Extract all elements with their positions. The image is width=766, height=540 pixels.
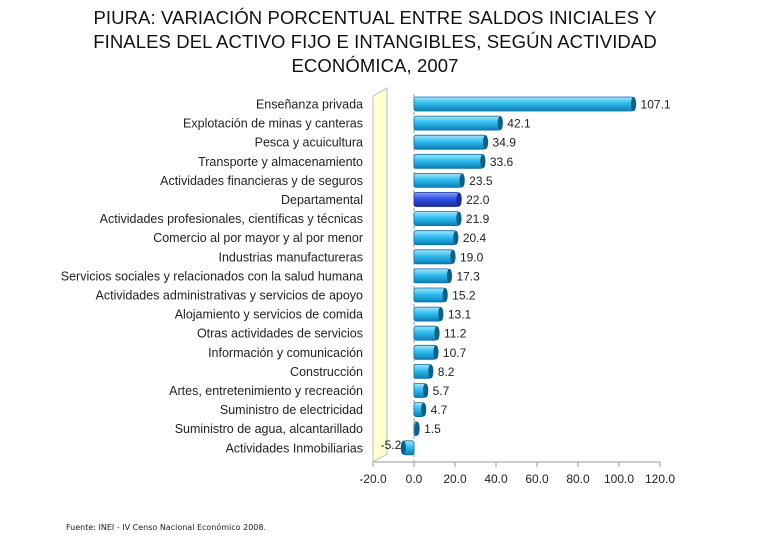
category-label: Departamental	[281, 193, 363, 207]
category-label: Explotación de minas y canteras	[183, 117, 363, 131]
bar	[413, 96, 634, 112]
chart-title: PIURA: VARIACIÓN PORCENTUAL ENTRE SALDOS…	[20, 6, 730, 78]
value-label: 11.2	[444, 327, 467, 341]
x-tick-label: 100.0	[604, 472, 634, 486]
bar	[413, 306, 442, 322]
bar-end-cap	[421, 402, 427, 417]
value-label: 19.0	[460, 250, 484, 264]
bar-end-cap	[428, 364, 434, 379]
bar	[413, 230, 457, 246]
bar	[413, 172, 463, 188]
bar-end-cap	[459, 173, 465, 188]
chart-side-wall	[372, 87, 388, 463]
x-tick-label: -20.0	[359, 472, 387, 486]
bar-end-cap	[414, 421, 420, 436]
chart-title-line-2: FINALES DEL ACTIVO FIJO E INTANGIBLES, S…	[93, 31, 657, 52]
bar-end-cap	[480, 154, 486, 169]
bar	[413, 268, 450, 284]
bar	[413, 115, 501, 131]
bar	[413, 325, 438, 341]
bar-end-cap	[630, 97, 637, 111]
category-label: Construcción	[290, 365, 363, 379]
category-label: Otras actividades de servicios	[197, 327, 363, 341]
category-label: Artes, entretenimiento y recreación	[169, 384, 363, 398]
x-axis: -20.0 0.0 20.0 40.0 60.0 80.0 100.0 120.0	[359, 461, 675, 486]
category-label: Información y comunicación	[208, 346, 363, 360]
category-label: Actividades profesionales, científicas y…	[100, 212, 363, 226]
value-label: 33.6	[490, 155, 514, 169]
bar	[413, 192, 460, 207]
bar	[413, 153, 484, 169]
bar-end-cap	[442, 288, 448, 302]
value-labels: 107.1 42.1 34.9 33.6 23.5 22.0 21.9 20.4 19.0 17.…	[381, 98, 671, 452]
value-label: 4.7	[431, 403, 448, 417]
x-tick-label: 0.0	[406, 472, 423, 486]
bar-end-cap	[400, 440, 406, 455]
value-label: 10.7	[443, 346, 467, 360]
bar	[413, 211, 460, 227]
bar-end-cap	[482, 135, 489, 150]
category-labels: Enseñanza privada Explotación de minas y …	[61, 98, 363, 456]
value-label: 23.5	[469, 174, 493, 188]
category-label: Pesca y acuicultura	[255, 136, 363, 150]
x-tick-label: 120.0	[645, 472, 675, 486]
value-label: 13.1	[448, 308, 472, 322]
bar	[413, 134, 486, 150]
bar-end-cap	[450, 249, 456, 264]
category-label: Servicios sociales y relacionados con la…	[61, 269, 363, 283]
bar-end-cap	[438, 307, 444, 322]
category-label: Transporte y almacenamiento	[198, 155, 363, 169]
x-tick-label: 60.0	[525, 472, 549, 486]
category-label: Suministro de agua, alcantarillado	[175, 422, 363, 436]
category-label: Actividades administrativas y servicios …	[96, 289, 364, 303]
value-label: 20.4	[463, 231, 487, 245]
bar	[413, 344, 437, 360]
chart-wall	[372, 87, 388, 463]
value-label: 17.3	[456, 269, 480, 283]
category-label: Alojamiento y servicios de comida	[175, 308, 363, 322]
bar-end-cap	[456, 211, 462, 226]
bar-end-cap	[446, 268, 453, 283]
value-label: 15.2	[452, 289, 476, 303]
category-label: Enseñanza privada	[256, 98, 363, 112]
x-tick-label: 40.0	[484, 472, 508, 486]
value-label: 1.5	[424, 422, 441, 436]
value-label: 107.1	[641, 98, 671, 112]
category-label: Industrias manufactureras	[218, 250, 363, 264]
value-label: 21.9	[466, 212, 490, 226]
bar	[413, 287, 446, 303]
value-label: 5.7	[433, 384, 450, 398]
category-label: Suministro de electricidad	[220, 403, 363, 417]
bar	[413, 249, 454, 265]
x-tick-label: 80.0	[566, 472, 590, 486]
value-label: 22.0	[466, 193, 490, 207]
source-note: Fuente: INEI - IV Censo Nacional Económi…	[66, 523, 267, 532]
bar-end-cap	[433, 345, 439, 360]
bar-end-cap	[423, 383, 429, 398]
bar-end-cap	[497, 116, 503, 131]
value-label: 34.9	[493, 136, 517, 150]
value-label: 42.1	[507, 117, 531, 131]
value-label: 8.2	[438, 365, 455, 379]
bar-end-cap	[456, 192, 462, 207]
bar-series	[400, 96, 637, 456]
chart-title-line-1: PIURA: VARIACIÓN PORCENTUAL ENTRE SALDOS…	[93, 7, 657, 28]
category-label: Actividades Inmobiliarias	[225, 441, 363, 455]
x-tick-label: 20.0	[443, 472, 467, 486]
category-label: Actividades financieras y de seguros	[160, 174, 363, 188]
category-label: Comercio al por mayor y al por menor	[153, 231, 363, 245]
value-label: -5.2	[381, 438, 402, 452]
chart-title-line-3: ECONÓMICA, 2007	[291, 55, 459, 76]
bar-end-cap	[434, 326, 440, 341]
bar-end-cap	[453, 230, 459, 245]
